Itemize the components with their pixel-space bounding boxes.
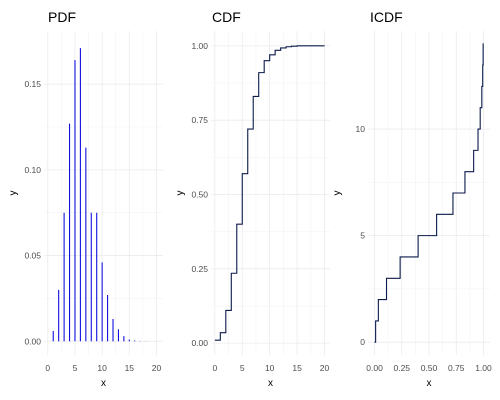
x-tick-label: 0.00	[366, 363, 383, 373]
y-tick-label: 0.15	[24, 79, 41, 89]
x-axis-label: x	[427, 378, 432, 389]
y-tick-label: 0.75	[191, 115, 208, 125]
panel-title: CDF	[212, 9, 241, 25]
y-tick-label: 0.05	[24, 251, 41, 261]
y-tick-label: 0.10	[24, 165, 41, 175]
panel-title: PDF	[48, 9, 76, 25]
x-tick-label: 0.25	[393, 363, 410, 373]
x-tick-label: 20	[152, 363, 162, 373]
icdf-step-line	[374, 43, 484, 343]
x-tick-label: 10	[265, 363, 275, 373]
x-tick-label: 0	[45, 363, 50, 373]
panel-cdf: 0 5 10 15 20 0.00 0.25 0.50 0.75 1.00 CDF x y	[175, 9, 330, 389]
x-tick-label: 0.50	[421, 363, 438, 373]
y-axis-label: y	[332, 191, 343, 196]
panel-icdf: 0.00 0.25 0.50 0.75 1.00 0 5 10 ICDF x y	[332, 9, 492, 389]
y-tick-label: 10	[356, 124, 366, 134]
x-axis-label: x	[101, 378, 106, 389]
x-tick-label: 0.75	[448, 363, 465, 373]
y-tick-label: 5	[360, 231, 365, 241]
y-axis-label: y	[175, 191, 186, 196]
y-tick-label: 0.00	[191, 338, 208, 348]
y-tick-label: 0.00	[24, 336, 41, 346]
x-tick-label: 5	[73, 363, 78, 373]
x-tick-label: 15	[292, 363, 302, 373]
y-tick-label: 0.50	[191, 189, 208, 199]
y-axis-label: y	[8, 191, 19, 196]
y-tick-label: 0	[360, 337, 365, 347]
x-tick-label: 20	[320, 363, 330, 373]
x-tick-label: 15	[125, 363, 135, 373]
x-tick-label: 5	[240, 363, 245, 373]
y-tick-label: 0.25	[191, 264, 208, 274]
cdf-step-line	[214, 45, 325, 341]
panel-title: ICDF	[370, 9, 403, 25]
x-tick-label: 10	[97, 363, 107, 373]
x-axis-label: x	[268, 378, 273, 389]
x-tick-label: 1.00	[475, 363, 492, 373]
x-tick-label: 0	[212, 363, 217, 373]
panel-pdf: 0 5 10 15 20 0.00 0.05 0.10 0.15 PDF x y	[8, 9, 163, 389]
y-tick-label: 1.00	[191, 41, 208, 51]
